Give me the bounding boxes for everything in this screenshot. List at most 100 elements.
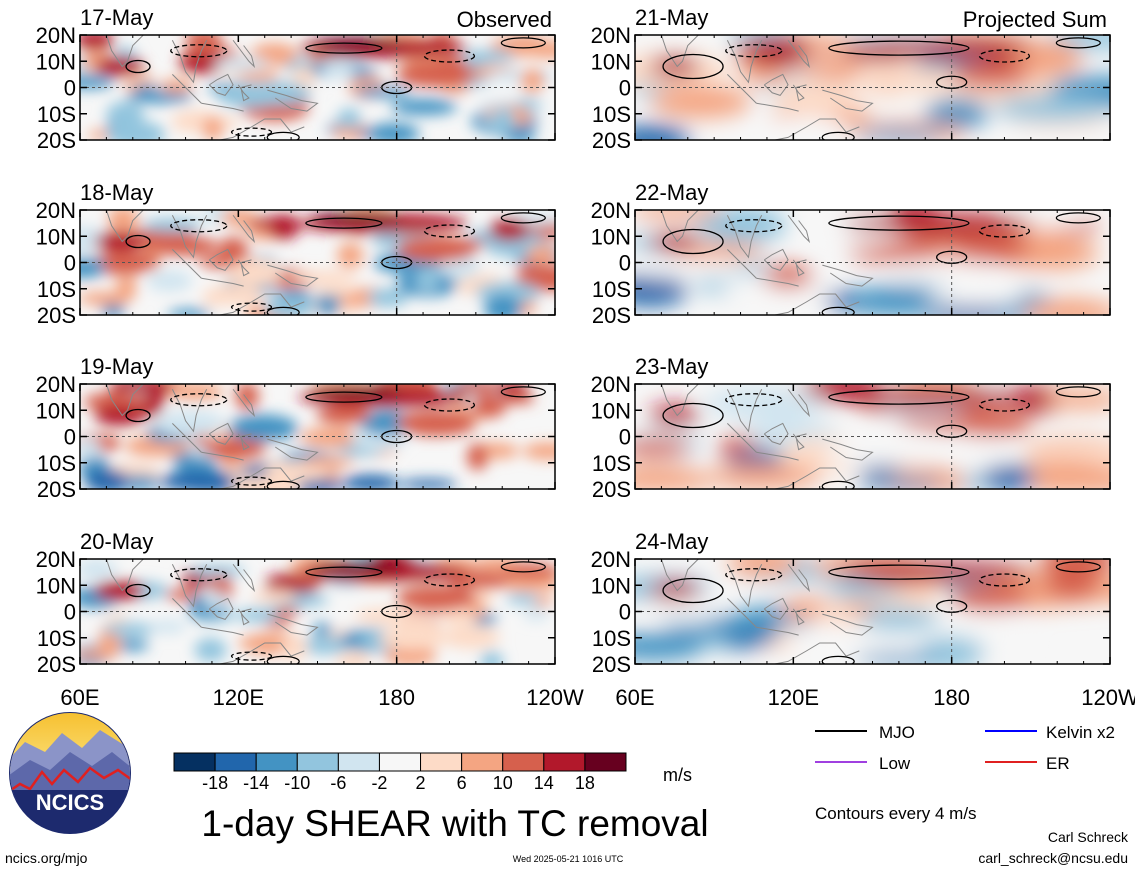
mjo-contour-dashed bbox=[423, 224, 476, 238]
shear-blob bbox=[953, 615, 1031, 634]
shear-blob bbox=[480, 651, 504, 664]
coastline bbox=[219, 642, 305, 664]
shear-blob bbox=[853, 477, 944, 489]
mjo-contour bbox=[125, 234, 151, 249]
mjo-contours bbox=[662, 37, 1101, 140]
shear-field bbox=[635, 384, 1110, 489]
mjo-contour bbox=[266, 131, 300, 140]
lat-label: 0 bbox=[64, 425, 76, 450]
shear-blob bbox=[337, 242, 364, 268]
mjo-contour-dashed bbox=[978, 224, 1031, 238]
shear-blob bbox=[202, 293, 226, 307]
mjo-contour bbox=[828, 389, 970, 405]
mjo-contour bbox=[1055, 386, 1101, 398]
logo-text: NCICS bbox=[36, 790, 104, 815]
shear-blob bbox=[951, 410, 1032, 437]
shear-blob bbox=[378, 627, 448, 650]
shear-blob bbox=[289, 270, 360, 283]
shear-blob bbox=[167, 308, 212, 315]
lat-label: 0 bbox=[619, 600, 631, 625]
shear-blob bbox=[336, 651, 371, 664]
lat-label: 0 bbox=[64, 251, 76, 276]
coastlines bbox=[105, 210, 319, 315]
shear-blob bbox=[178, 53, 231, 74]
colorbar-label: -10 bbox=[284, 773, 310, 793]
shear-blob bbox=[154, 410, 226, 437]
lat-label: 10S bbox=[592, 102, 631, 127]
mjo-contours bbox=[662, 386, 1101, 489]
shear-blob bbox=[853, 652, 944, 664]
lon-label: 120W bbox=[526, 685, 584, 710]
coastline bbox=[201, 626, 244, 636]
lat-label: 20N bbox=[36, 198, 76, 223]
lat-label: 20N bbox=[36, 372, 76, 397]
mjo-contour bbox=[266, 480, 300, 489]
shear-blob bbox=[649, 56, 700, 77]
lat-label: 20N bbox=[591, 547, 631, 572]
coastline bbox=[208, 422, 234, 445]
shear-blob bbox=[80, 35, 115, 51]
shear-blob bbox=[479, 116, 510, 130]
coastline bbox=[171, 40, 208, 84]
shear-blob bbox=[843, 38, 1034, 59]
shear-blob bbox=[299, 427, 369, 448]
coastline bbox=[660, 35, 699, 68]
lat-label: 10N bbox=[591, 573, 631, 598]
mjo-contours bbox=[662, 561, 1101, 664]
shear-blob bbox=[650, 86, 752, 118]
field-blobs bbox=[635, 384, 1110, 489]
shear-blob bbox=[341, 474, 399, 489]
mjo-contour bbox=[821, 131, 855, 140]
author-name: Carl Schreck bbox=[1048, 829, 1129, 845]
mjo-contour bbox=[828, 215, 970, 231]
coastline bbox=[172, 598, 202, 628]
coastline bbox=[763, 422, 789, 445]
colorbar-swatch bbox=[502, 752, 545, 772]
lon-label: 60E bbox=[615, 685, 654, 710]
colorbar-swatch bbox=[337, 752, 380, 772]
shear-blob bbox=[185, 35, 223, 50]
colorbar-label: 18 bbox=[575, 773, 595, 793]
contour-note: Contours every 4 m/s bbox=[815, 804, 977, 823]
shear-blob bbox=[337, 108, 361, 130]
shear-blob bbox=[301, 637, 349, 655]
lat-label: 20S bbox=[37, 303, 76, 328]
coastline bbox=[774, 467, 860, 489]
mjo-contour bbox=[821, 306, 855, 315]
shear-blob bbox=[204, 590, 226, 610]
shear-blob bbox=[452, 384, 500, 394]
legend-label-mjo: MJO bbox=[879, 723, 915, 742]
coastline bbox=[171, 389, 208, 433]
coastline bbox=[267, 438, 319, 461]
lat-label: 10S bbox=[37, 451, 76, 476]
lat-label: 10N bbox=[591, 49, 631, 74]
lat-label: 0 bbox=[64, 600, 76, 625]
lat-label: 10S bbox=[37, 102, 76, 127]
lat-label: 20N bbox=[591, 23, 631, 48]
shear-field bbox=[635, 35, 1110, 140]
panel-date: 18-May bbox=[80, 180, 153, 205]
lat-label: 20N bbox=[36, 23, 76, 48]
shear-blob bbox=[887, 259, 999, 289]
coastline bbox=[267, 264, 319, 287]
lat-label: 20S bbox=[592, 477, 631, 502]
coastline bbox=[787, 388, 811, 418]
coastline bbox=[267, 89, 319, 112]
shear-blob bbox=[843, 213, 1034, 234]
shear-blob bbox=[103, 622, 155, 637]
coastline bbox=[232, 214, 256, 244]
lat-label: 10S bbox=[37, 626, 76, 651]
shear-blob bbox=[316, 289, 341, 315]
colorbar-label: -18 bbox=[202, 773, 228, 793]
shear-blob bbox=[235, 608, 281, 622]
lat-label: 0 bbox=[619, 76, 631, 101]
shear-blob bbox=[635, 274, 688, 307]
shear-blob bbox=[159, 471, 231, 489]
shear-field bbox=[80, 210, 555, 315]
coastline bbox=[232, 39, 256, 69]
shear-blob bbox=[859, 608, 939, 632]
coastlines bbox=[660, 384, 874, 489]
